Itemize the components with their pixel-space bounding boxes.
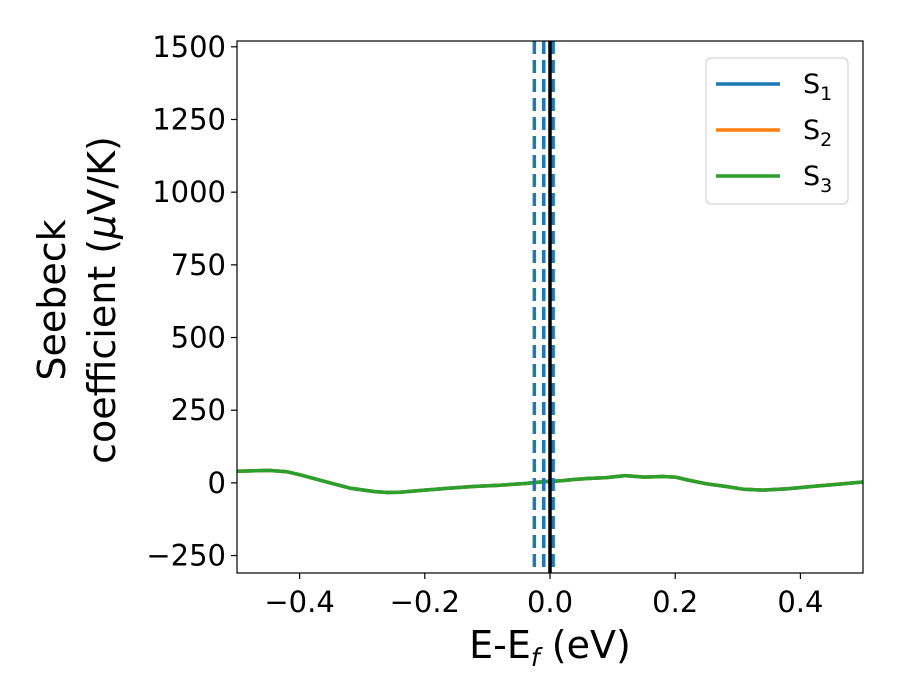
x-tick-label: 0.2 [652,585,698,619]
y-tick-label: 1000 [152,175,226,209]
y-tick-label: 750 [171,248,226,282]
y-tick-label: 0 [208,466,226,500]
x-tick-label: −0.2 [390,585,460,619]
y-tick-label: −250 [146,539,226,573]
vline-layer [532,41,555,573]
legend: S1 S2 S3 [705,57,849,205]
y-tick-label: 250 [171,393,226,427]
x-tick-label: 0.0 [527,585,573,619]
y-axis-label-line1: Seebeck [30,219,74,380]
legend-label-1: S1 [803,69,832,105]
legend-label-2: S2 [803,115,832,151]
y-tick-label: 1250 [152,102,226,136]
x-axis-label: E-Ef (eV) [469,623,631,672]
x-axis-label-unit: (eV) [540,623,631,667]
y-axis-ticks: −250 0 250 500 750 1000 1250 1500 [146,30,237,573]
x-tick-label: 0.4 [777,585,823,619]
series-layer [236,468,864,495]
y-axis-label-mu: μ [80,215,124,240]
x-axis-label-base: E-E [469,623,531,667]
y-tick-label: 1500 [152,30,226,64]
x-axis-ticks: −0.4 −0.2 0.0 0.2 0.4 [264,573,823,619]
series-line-3 [236,468,864,495]
legend-label-3: S3 [803,161,832,197]
y-axis-label: Seebeck coefficient (μV/K) [30,136,124,464]
legend-items: S1 S2 S3 [716,69,832,197]
x-tick-label: −0.4 [264,585,334,619]
y-axis-label-line2: coefficient (μV/K) [80,136,124,464]
y-axis-label-suffix: V/K) [80,136,124,215]
y-axis-label-prefix: coefficient ( [80,239,124,464]
y-tick-label: 500 [171,321,226,355]
